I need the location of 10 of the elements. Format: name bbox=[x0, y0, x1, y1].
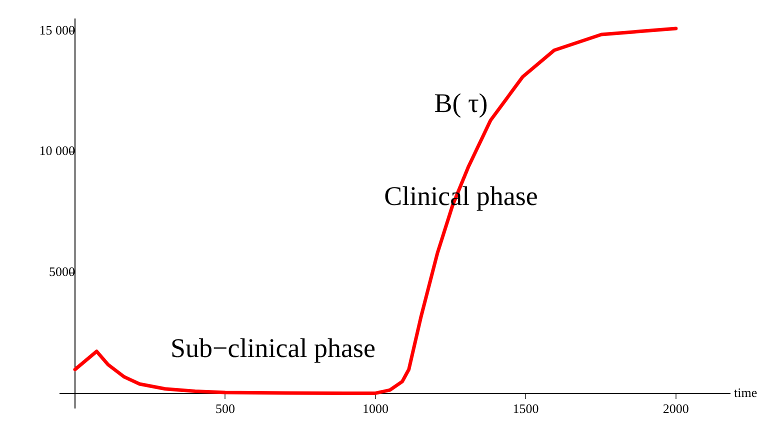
x-tick-label: 2000 bbox=[662, 400, 689, 416]
x-tick-label: 1500 bbox=[512, 400, 539, 416]
x-axis-title: time bbox=[734, 385, 758, 400]
annotation: B( τ) bbox=[434, 88, 488, 118]
x-tick-label: 1000 bbox=[362, 400, 388, 416]
y-tick-label: 5000 bbox=[49, 264, 76, 280]
y-tick-label: 10 000 bbox=[39, 143, 76, 158]
annotation: Sub−clinical phase bbox=[170, 333, 376, 364]
y-tick-label: 15 000 bbox=[39, 22, 76, 38]
x-tick-label: 500 bbox=[215, 400, 235, 416]
